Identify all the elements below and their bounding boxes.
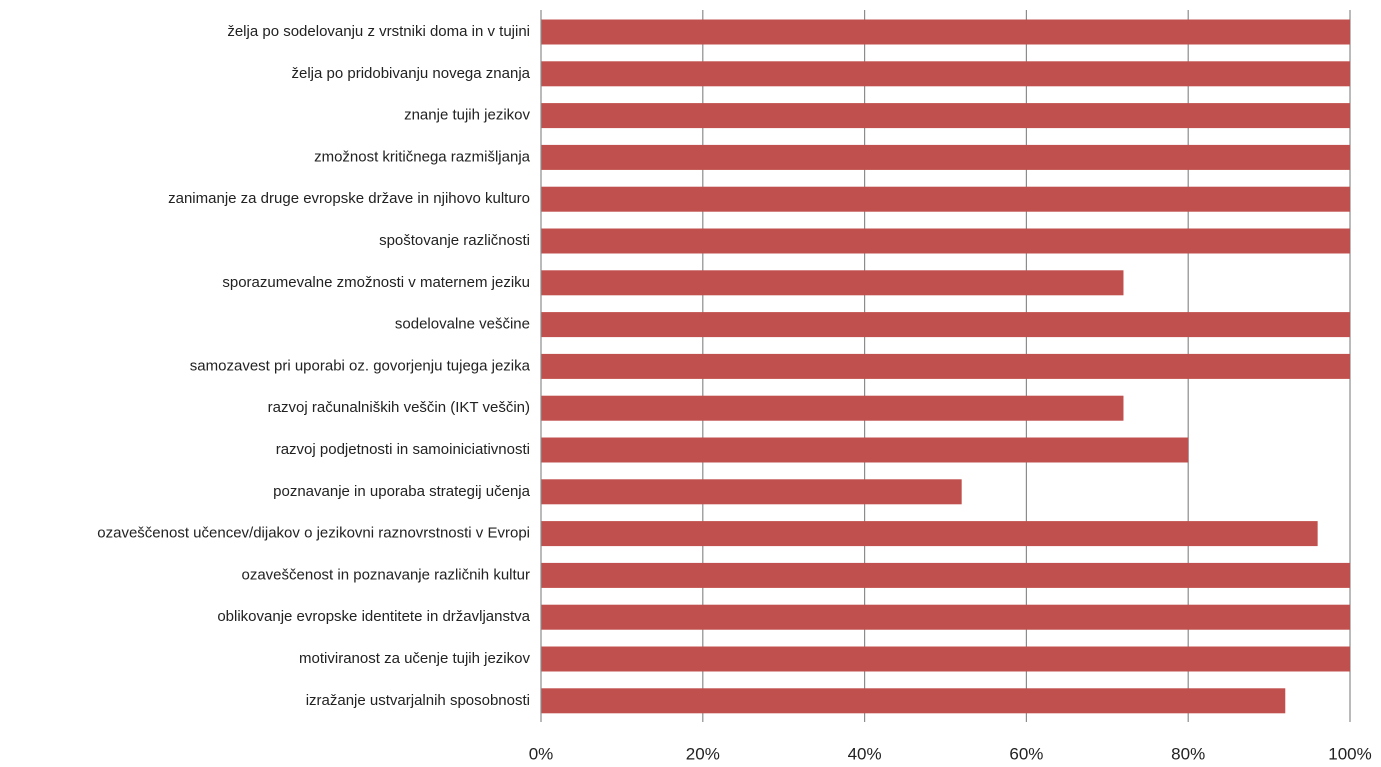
tick-label-80: 80% <box>1171 744 1205 763</box>
bar-7 <box>541 270 1124 296</box>
category-label-10: razvoj računalniških veščin (IKT veščin) <box>268 399 530 416</box>
bar-2 <box>541 61 1350 87</box>
tick-labels: 0% 20% 40% 60% 80% 100% <box>529 744 1372 763</box>
category-label-7: sporazumevalne zmožnosti v maternem jezi… <box>222 274 530 291</box>
category-label-17: izražanje ustvarjalnih sposobnosti <box>306 692 530 709</box>
bar-15 <box>541 604 1350 630</box>
bars <box>541 19 1350 714</box>
tick-label-60: 60% <box>1009 744 1043 763</box>
bar-6 <box>541 228 1350 254</box>
bar-16 <box>541 646 1350 672</box>
category-label-16: motiviranost za učenje tujih jezikov <box>299 650 530 667</box>
category-label-12: poznavanje in uporaba strategij učenja <box>273 483 531 500</box>
category-label-1: želja po sodelovanju z vrstniki doma in … <box>227 23 530 40</box>
category-label-2: želja po pridobivanju novega znanja <box>291 65 530 82</box>
bar-9 <box>541 353 1350 379</box>
bar-13 <box>541 521 1318 547</box>
bar-8 <box>541 312 1350 338</box>
bar-5 <box>541 186 1350 212</box>
category-label-15: oblikovanje evropske identitete in držav… <box>217 608 530 625</box>
tick-label-0: 0% <box>529 744 554 763</box>
tick-label-20: 20% <box>686 744 720 763</box>
category-label-11: razvoj podjetnosti in samoiniciativnosti <box>276 441 530 458</box>
category-label-5: zanimanje za druge evropske države in nj… <box>168 190 530 207</box>
category-labels: želja po sodelovanju z vrstniki doma in … <box>97 23 530 709</box>
category-label-14: ozaveščenost in poznavanje različnih kul… <box>242 566 531 583</box>
bar-10 <box>541 395 1124 421</box>
bar-1 <box>541 19 1350 45</box>
category-label-6: spoštovanje različnosti <box>379 232 530 249</box>
bar-14 <box>541 562 1350 588</box>
bar-11 <box>541 437 1189 463</box>
bar-3 <box>541 103 1350 129</box>
tick-label-100: 100% <box>1328 744 1371 763</box>
category-label-4: zmožnost kritičnega razmišljanja <box>314 148 531 165</box>
category-label-3: znanje tujih jezikov <box>404 107 530 124</box>
category-label-9: samozavest pri uporabi oz. govorjenju tu… <box>190 357 531 374</box>
category-label-8: sodelovalne veščine <box>395 316 530 333</box>
bar-17 <box>541 688 1286 714</box>
bar-12 <box>541 479 962 505</box>
bar-4 <box>541 144 1350 170</box>
tick-label-40: 40% <box>848 744 882 763</box>
category-label-13: ozaveščenost učencev/dijakov o jezikovni… <box>97 525 530 542</box>
